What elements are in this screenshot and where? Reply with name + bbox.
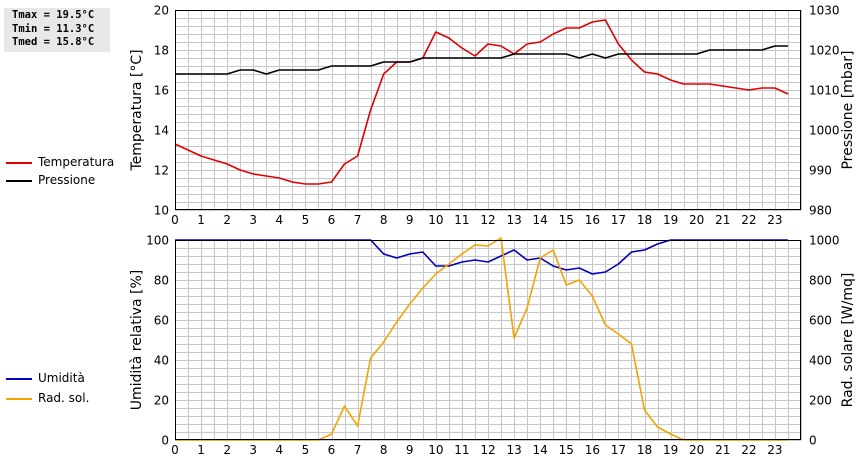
x-tick-label-top: 3 <box>249 213 257 227</box>
x-tick-label-bottom: 7 <box>354 443 362 457</box>
x-tick-label-bottom: 16 <box>585 443 600 457</box>
x-tick-label-bottom: 13 <box>506 443 521 457</box>
x-tick-label-top: 0 <box>171 213 179 227</box>
x-tick-label-bottom: 6 <box>328 443 336 457</box>
x-tick-label-bottom: 12 <box>480 443 495 457</box>
x-tick-label-top: 2 <box>223 213 231 227</box>
x-tick-label-bottom: 23 <box>767 443 782 457</box>
x-tick-label-bottom: 21 <box>715 443 730 457</box>
x-tick-label-top: 15 <box>559 213 574 227</box>
y2-tick-label-top: 1000 <box>809 124 840 138</box>
legend-item-rad-sol: Rad. sol. <box>6 390 126 408</box>
x-tick-label-top: 9 <box>406 213 414 227</box>
x-tick-label-top: 12 <box>480 213 495 227</box>
x-tick-label-bottom: 5 <box>302 443 310 457</box>
y-axis-title-bottom: Umidità relativa [%] <box>129 270 145 411</box>
x-tick-label-top: 7 <box>354 213 362 227</box>
x-tick-label-top: 1 <box>197 213 205 227</box>
legend-item-umidita: Umidità <box>6 370 126 388</box>
legend-label-pressione: Pressione <box>38 173 96 187</box>
x-tick-label-bottom: 20 <box>689 443 704 457</box>
x-tick-label-bottom: 18 <box>637 443 652 457</box>
x-tick-label-top: 5 <box>302 213 310 227</box>
x-tick-label-bottom: 8 <box>380 443 388 457</box>
y2-tick-label-bottom: 200 <box>809 394 832 408</box>
x-tick-label-top: 21 <box>715 213 730 227</box>
y-tick-label-top: 16 <box>154 84 169 98</box>
x-tick-label-top: 4 <box>276 213 284 227</box>
y-tick-label-top: 20 <box>154 4 169 18</box>
legend-label-temperatura: Temperatura <box>38 155 115 169</box>
x-tick-label-bottom: 3 <box>249 443 257 457</box>
x-tick-label-bottom: 0 <box>171 443 179 457</box>
y-tick-label-bottom: 20 <box>154 394 169 408</box>
y-tick-label-bottom: 100 <box>146 234 169 248</box>
x-tick-label-top: 6 <box>328 213 336 227</box>
x-tick-label-bottom: 4 <box>276 443 284 457</box>
plot-frame-bottom <box>175 240 801 440</box>
x-tick-label-bottom: 9 <box>406 443 414 457</box>
x-tick-label-bottom: 14 <box>533 443 548 457</box>
series-line-top-0 <box>174 19 789 185</box>
y2-axis-title-top: Pressione [mbar] <box>840 50 856 169</box>
y-axis-title-top: Temperatura [°C] <box>129 49 145 171</box>
x-tick-label-bottom: 15 <box>559 443 574 457</box>
x-tick-label-top: 14 <box>533 213 548 227</box>
x-tick-label-top: 10 <box>428 213 443 227</box>
y2-tick-label-top: 1030 <box>809 4 840 18</box>
x-tick-label-top: 22 <box>741 213 756 227</box>
x-tick-label-top: 13 <box>506 213 521 227</box>
x-tick-label-top: 16 <box>585 213 600 227</box>
y2-tick-label-top: 1010 <box>809 84 840 98</box>
tmin-text: Tmin = 11.3°C <box>12 22 95 35</box>
legend-label-rad-sol: Rad. sol. <box>38 391 90 405</box>
x-tick-label-bottom: 2 <box>223 443 231 457</box>
x-tick-label-bottom: 11 <box>454 443 469 457</box>
legend-swatch-umidita <box>6 378 32 380</box>
y-tick-label-bottom: 40 <box>154 354 169 368</box>
plot-frame-top <box>175 10 801 210</box>
x-tick-label-top: 11 <box>454 213 469 227</box>
y-tick-label-bottom: 60 <box>154 314 169 328</box>
y2-tick-label-bottom: 400 <box>809 354 832 368</box>
x-tick-label-bottom: 17 <box>611 443 626 457</box>
x-tick-label-top: 17 <box>611 213 626 227</box>
y-tick-label-bottom: 80 <box>154 274 169 288</box>
y-tick-label-bottom: 0 <box>161 434 169 448</box>
x-tick-label-bottom: 10 <box>428 443 443 457</box>
x-tick-label-top: 20 <box>689 213 704 227</box>
y2-tick-label-bottom: 800 <box>809 274 832 288</box>
x-tick-label-bottom: 19 <box>663 443 678 457</box>
series-line-top-1 <box>175 45 788 75</box>
y2-tick-label-top: 980 <box>809 204 832 218</box>
x-tick-label-top: 8 <box>380 213 388 227</box>
legend-swatch-rad-sol <box>6 398 32 400</box>
legend-label-umidita: Umidità <box>38 371 85 385</box>
chart-bottom <box>175 237 802 441</box>
x-tick-label-bottom: 22 <box>741 443 756 457</box>
y2-axis-title-bottom: Rad. solare [W/mq] <box>840 273 856 408</box>
y-tick-label-top: 12 <box>154 164 169 178</box>
y2-tick-label-bottom: 1000 <box>809 234 840 248</box>
tmed-text: Tmed = 15.8°C <box>12 36 95 48</box>
legend-swatch-temperatura <box>6 162 32 164</box>
y2-tick-label-bottom: 0 <box>809 434 817 448</box>
y2-tick-label-bottom: 600 <box>809 314 832 328</box>
y2-tick-label-top: 1020 <box>809 44 840 58</box>
y-tick-label-top: 14 <box>154 124 169 138</box>
stats-box: Tmax = 19.5°C Tmin = 11.3°C Tmed = 15.8°… <box>4 8 110 52</box>
x-tick-label-bottom: 1 <box>197 443 205 457</box>
tmax-text: Tmax = 19.5°C <box>12 9 95 21</box>
x-tick-label-top: 18 <box>637 213 652 227</box>
x-tick-label-top: 19 <box>663 213 678 227</box>
y-tick-label-top: 10 <box>154 204 169 218</box>
legend-swatch-pressione <box>6 180 32 182</box>
x-tick-label-top: 23 <box>767 213 782 227</box>
chart-top <box>174 10 802 211</box>
y-tick-label-top: 18 <box>154 44 169 58</box>
y2-tick-label-top: 990 <box>809 164 832 178</box>
